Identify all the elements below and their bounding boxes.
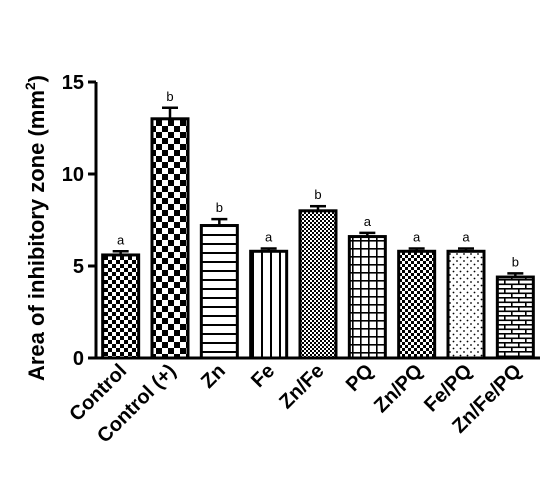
significance-label: b — [512, 254, 519, 269]
bar — [397, 249, 437, 360]
bar — [101, 253, 141, 360]
x-tick-label: Zn/Fe — [275, 360, 328, 413]
significance-label: a — [117, 232, 125, 247]
bar — [446, 249, 486, 360]
bar — [199, 224, 239, 360]
bar — [298, 209, 338, 360]
significance-label: a — [265, 230, 273, 245]
significance-label: b — [166, 89, 173, 104]
svg-text:Area of inhibitory zone (mm2): Area of inhibitory zone (mm2) — [22, 75, 49, 381]
x-tick-label: Zn — [197, 360, 230, 393]
y-tick-label: 0 — [73, 348, 84, 370]
significance-label: a — [462, 230, 470, 245]
x-tick-label: Fe — [247, 360, 279, 392]
y-axis-title: Area of inhibitory zone (mm2) — [22, 75, 49, 381]
bar — [347, 235, 387, 360]
significance-label: a — [364, 214, 372, 229]
significance-label: a — [413, 230, 421, 245]
bar — [249, 249, 289, 360]
y-tick-label: 5 — [73, 256, 84, 278]
y-tick-label: 15 — [62, 72, 84, 94]
significance-label: b — [314, 187, 321, 202]
y-tick-label: 10 — [62, 164, 84, 186]
significance-label: b — [216, 200, 223, 215]
x-tick-label: Zn/PQ — [370, 360, 427, 417]
x-tick-label: PQ — [342, 360, 378, 396]
bars: a b b a b a a a b — [101, 89, 535, 360]
y-axis-title-superscript: 2 — [22, 82, 38, 90]
y-axis-title-close: ) — [24, 75, 49, 82]
y-axis-title-main: Area of inhibitory zone (mm — [24, 90, 49, 381]
bar — [495, 275, 535, 360]
bar — [150, 117, 190, 360]
